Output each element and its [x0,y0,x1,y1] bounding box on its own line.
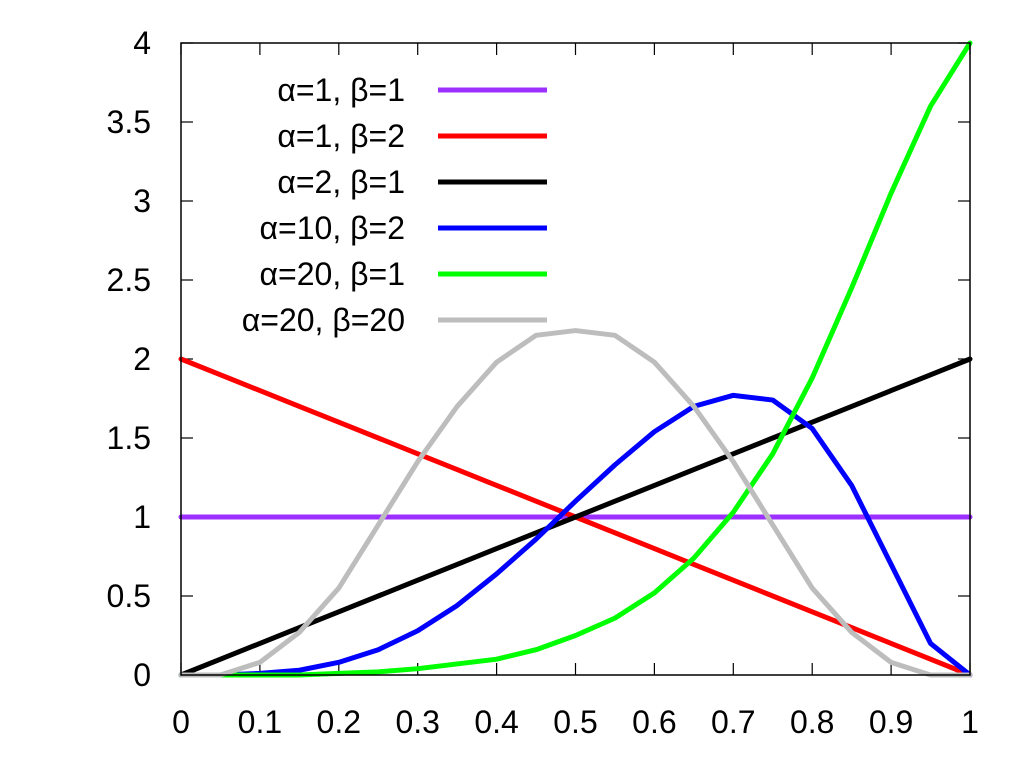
y-tick-label: 0.5 [107,578,151,614]
x-tick-label: 0.8 [790,704,834,740]
y-tick-label: 1 [133,499,151,535]
y-tick-label: 3.5 [107,104,151,140]
legend-label: α=1, β=2 [277,118,405,154]
x-tick-label: 0.5 [553,704,597,740]
legend-item: α=2, β=1 [277,164,547,200]
axis-tick-labels: 0 0.1 0.2 0.3 0.4 0.5 0.6 0.7 0.8 0.9 1 0 0.5 1 1.5 2 2.… [107,25,979,740]
legend-label: α=20, β=20 [242,302,405,338]
series-line-5 [178,328,973,678]
y-tick-label: 2.5 [107,262,151,298]
legend-item: α=20, β=20 [242,302,547,338]
y-tick-label: 4 [133,25,151,61]
legend-item: α=1, β=1 [277,72,547,108]
legend-label: α=10, β=2 [260,210,405,246]
legend-label: α=2, β=1 [277,164,405,200]
x-tick-label: 0.4 [474,704,518,740]
legend-label: α=20, β=1 [260,256,405,292]
x-tick-label: 0.6 [632,704,676,740]
series-line-3 [178,392,973,678]
x-tick-label: 0 [172,704,190,740]
x-tick-label: 0.2 [317,704,361,740]
x-tick-label: 0.1 [238,704,282,740]
y-tick-label: 0 [133,657,151,693]
x-tick-label: 1 [961,704,979,740]
x-tick-label: 0.3 [395,704,439,740]
legend: α=1, β=1 α=1, β=2 α=2, β=1 α=10, β=2 α=20, β… [242,72,547,338]
series-line-2 [178,356,973,678]
x-tick-label: 0.9 [869,704,913,740]
y-tick-label: 1.5 [107,420,151,456]
x-tick-label: 0.7 [711,704,755,740]
legend-item: α=10, β=2 [260,210,547,246]
y-tick-label: 2 [133,341,151,377]
plot-frame [180,42,971,676]
legend-item: α=20, β=1 [260,256,547,292]
y-tick-label: 3 [133,183,151,219]
legend-label: α=1, β=1 [277,72,405,108]
legend-item: α=1, β=2 [277,118,547,154]
